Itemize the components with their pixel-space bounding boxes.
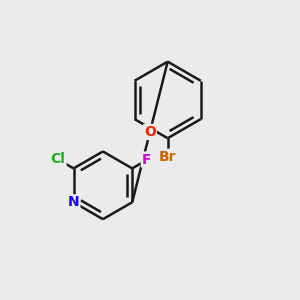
- Text: O: O: [144, 125, 156, 139]
- Text: F: F: [142, 153, 151, 166]
- Text: Br: Br: [159, 150, 176, 164]
- Text: N: N: [68, 195, 80, 209]
- Text: Cl: Cl: [51, 152, 65, 166]
